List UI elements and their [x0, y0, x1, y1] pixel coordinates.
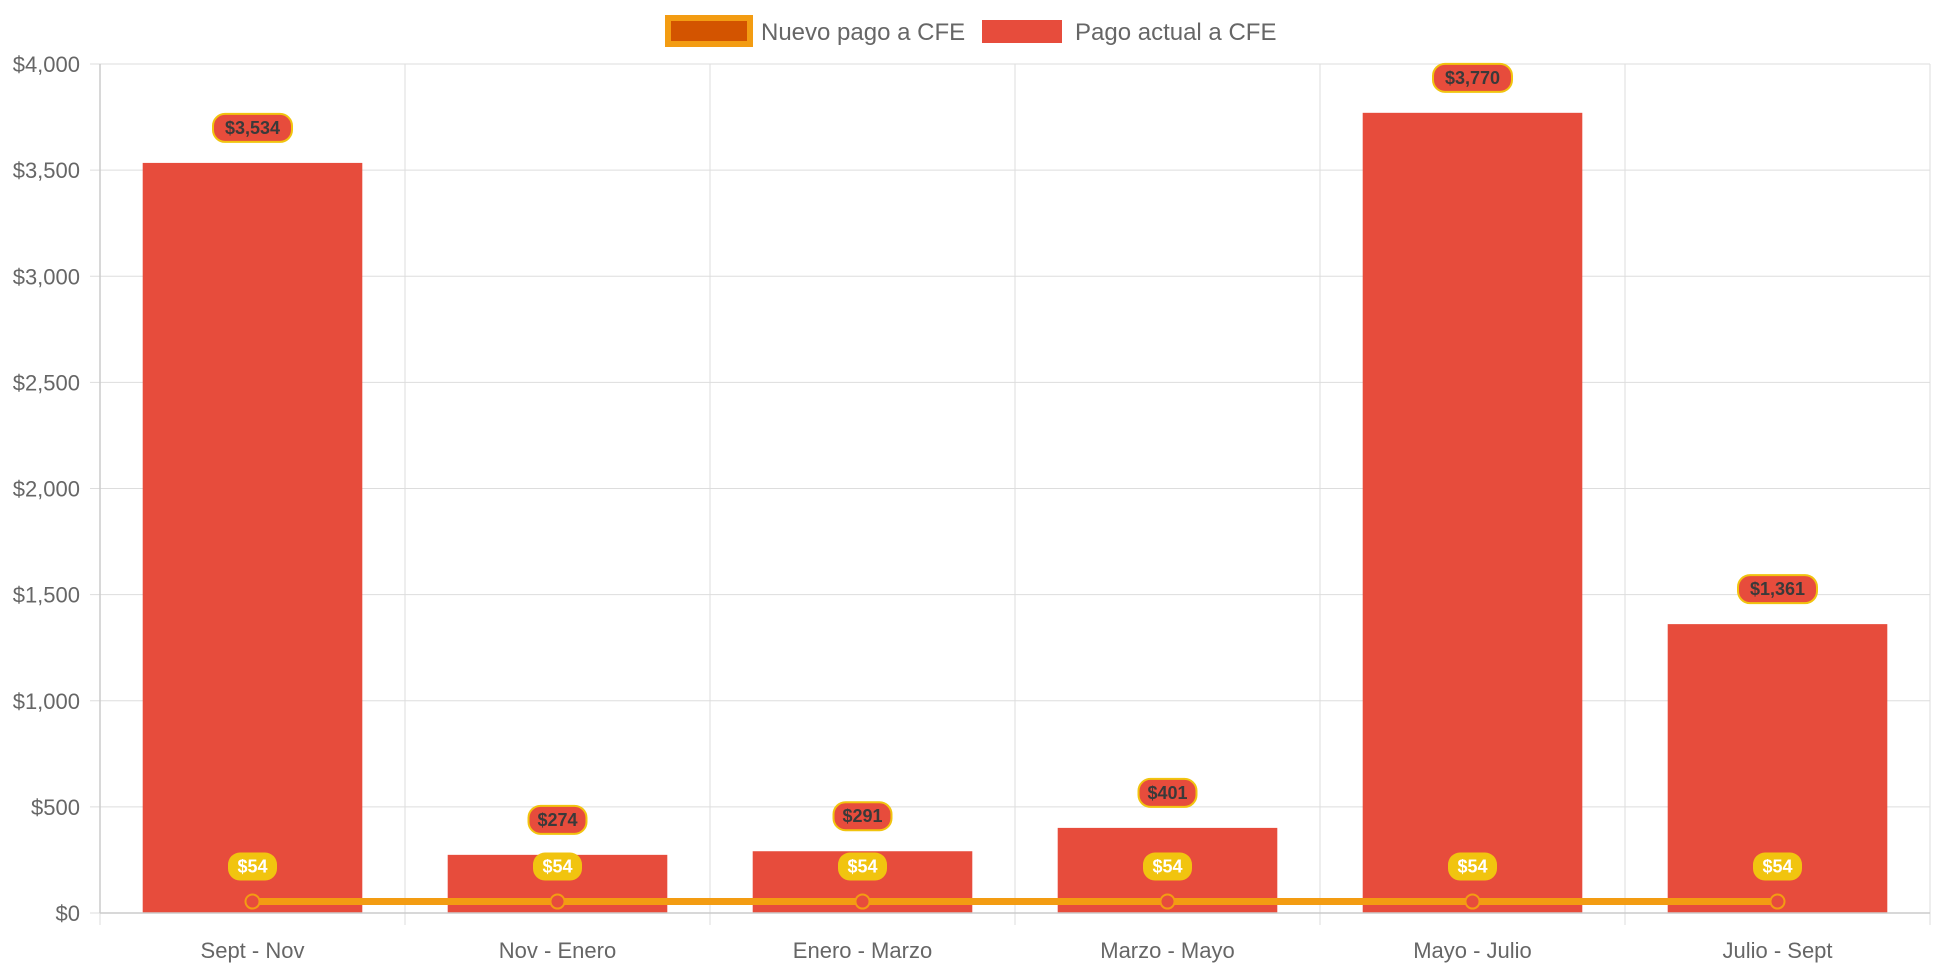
x-tick-label: Nov - Enero — [499, 938, 616, 963]
line-value-label: $54 — [847, 857, 877, 877]
x-tick-label: Mayo - Julio — [1413, 938, 1532, 963]
bar-value-label: $1,361 — [1750, 579, 1805, 599]
bar-value-label: $291 — [842, 806, 882, 826]
line-point[interactable] — [1769, 893, 1786, 910]
bar-value-badge — [1432, 62, 1513, 93]
line-value-badge — [1448, 852, 1497, 881]
legend-item-nuevo-pago[interactable]: Nuevo pago a CFE — [665, 15, 965, 47]
line-value-badge — [838, 852, 887, 881]
line-value-badge — [1143, 852, 1192, 881]
line-point[interactable] — [1159, 893, 1176, 910]
grid — [99, 63, 1931, 925]
y-tick-label: $1,500 — [13, 583, 80, 608]
y-tick-label: $2,000 — [13, 477, 80, 502]
line-point[interactable] — [244, 893, 261, 910]
axes: $0 $500 $1,000 $1,500 $2,000 $2,500 $3,000 $3,5… — [13, 52, 1930, 963]
y-tick-label: $1,000 — [13, 689, 80, 714]
x-tick-label: Julio - Sept — [1722, 938, 1832, 963]
x-tick-label: Marzo - Mayo — [1100, 938, 1234, 963]
bar[interactable] — [1362, 112, 1583, 913]
bar-value-badge — [1737, 574, 1818, 605]
y-tick-label: $4,000 — [13, 52, 80, 77]
data-labels: $3,534 $274 $291 $401 $3,770 $1,361 $54 $54 $54 $… — [212, 62, 1818, 881]
line-point[interactable] — [1464, 893, 1481, 910]
legend-label-pago-actual: Pago actual a CFE — [1075, 19, 1276, 46]
line-value-label: $54 — [237, 857, 267, 877]
line-point[interactable] — [854, 893, 871, 910]
y-tick-label: $3,500 — [13, 158, 80, 183]
bar-value-label: $3,534 — [225, 118, 280, 138]
legend-swatch-pago-actual — [982, 20, 1062, 43]
line-value-badge — [1753, 852, 1802, 881]
line-value-label: $54 — [1762, 857, 1792, 877]
y-tick-label: $0 — [56, 901, 80, 926]
bar-value-badge — [832, 801, 893, 832]
bar-value-badge — [1137, 777, 1198, 808]
legend: Nuevo pago a CFE Pago actual a CFE — [665, 15, 1276, 47]
line-series — [244, 893, 1786, 910]
line-value-badge — [533, 852, 582, 881]
bar-value-label: $401 — [1147, 783, 1187, 803]
bar-value-badge — [527, 804, 588, 835]
line-value-label: $54 — [1152, 857, 1182, 877]
bar[interactable] — [142, 162, 363, 913]
line-point[interactable] — [549, 893, 566, 910]
y-tick-label: $500 — [31, 795, 80, 820]
y-tick-label: $2,500 — [13, 370, 80, 395]
y-tick-label: $3,000 — [13, 264, 80, 289]
legend-swatch-nuevo-pago — [665, 15, 753, 47]
legend-item-pago-actual[interactable]: Pago actual a CFE — [982, 19, 1276, 46]
legend-label-nuevo-pago: Nuevo pago a CFE — [761, 19, 965, 46]
bar-value-label: $274 — [537, 810, 577, 830]
line-value-badge — [228, 852, 277, 881]
line-value-label: $54 — [1457, 857, 1487, 877]
bar-value-label: $3,770 — [1445, 68, 1500, 88]
x-tick-label: Enero - Marzo — [793, 938, 932, 963]
line-value-label: $54 — [542, 857, 572, 877]
x-tick-label: Sept - Nov — [201, 938, 305, 963]
bar-value-badge — [212, 112, 293, 143]
